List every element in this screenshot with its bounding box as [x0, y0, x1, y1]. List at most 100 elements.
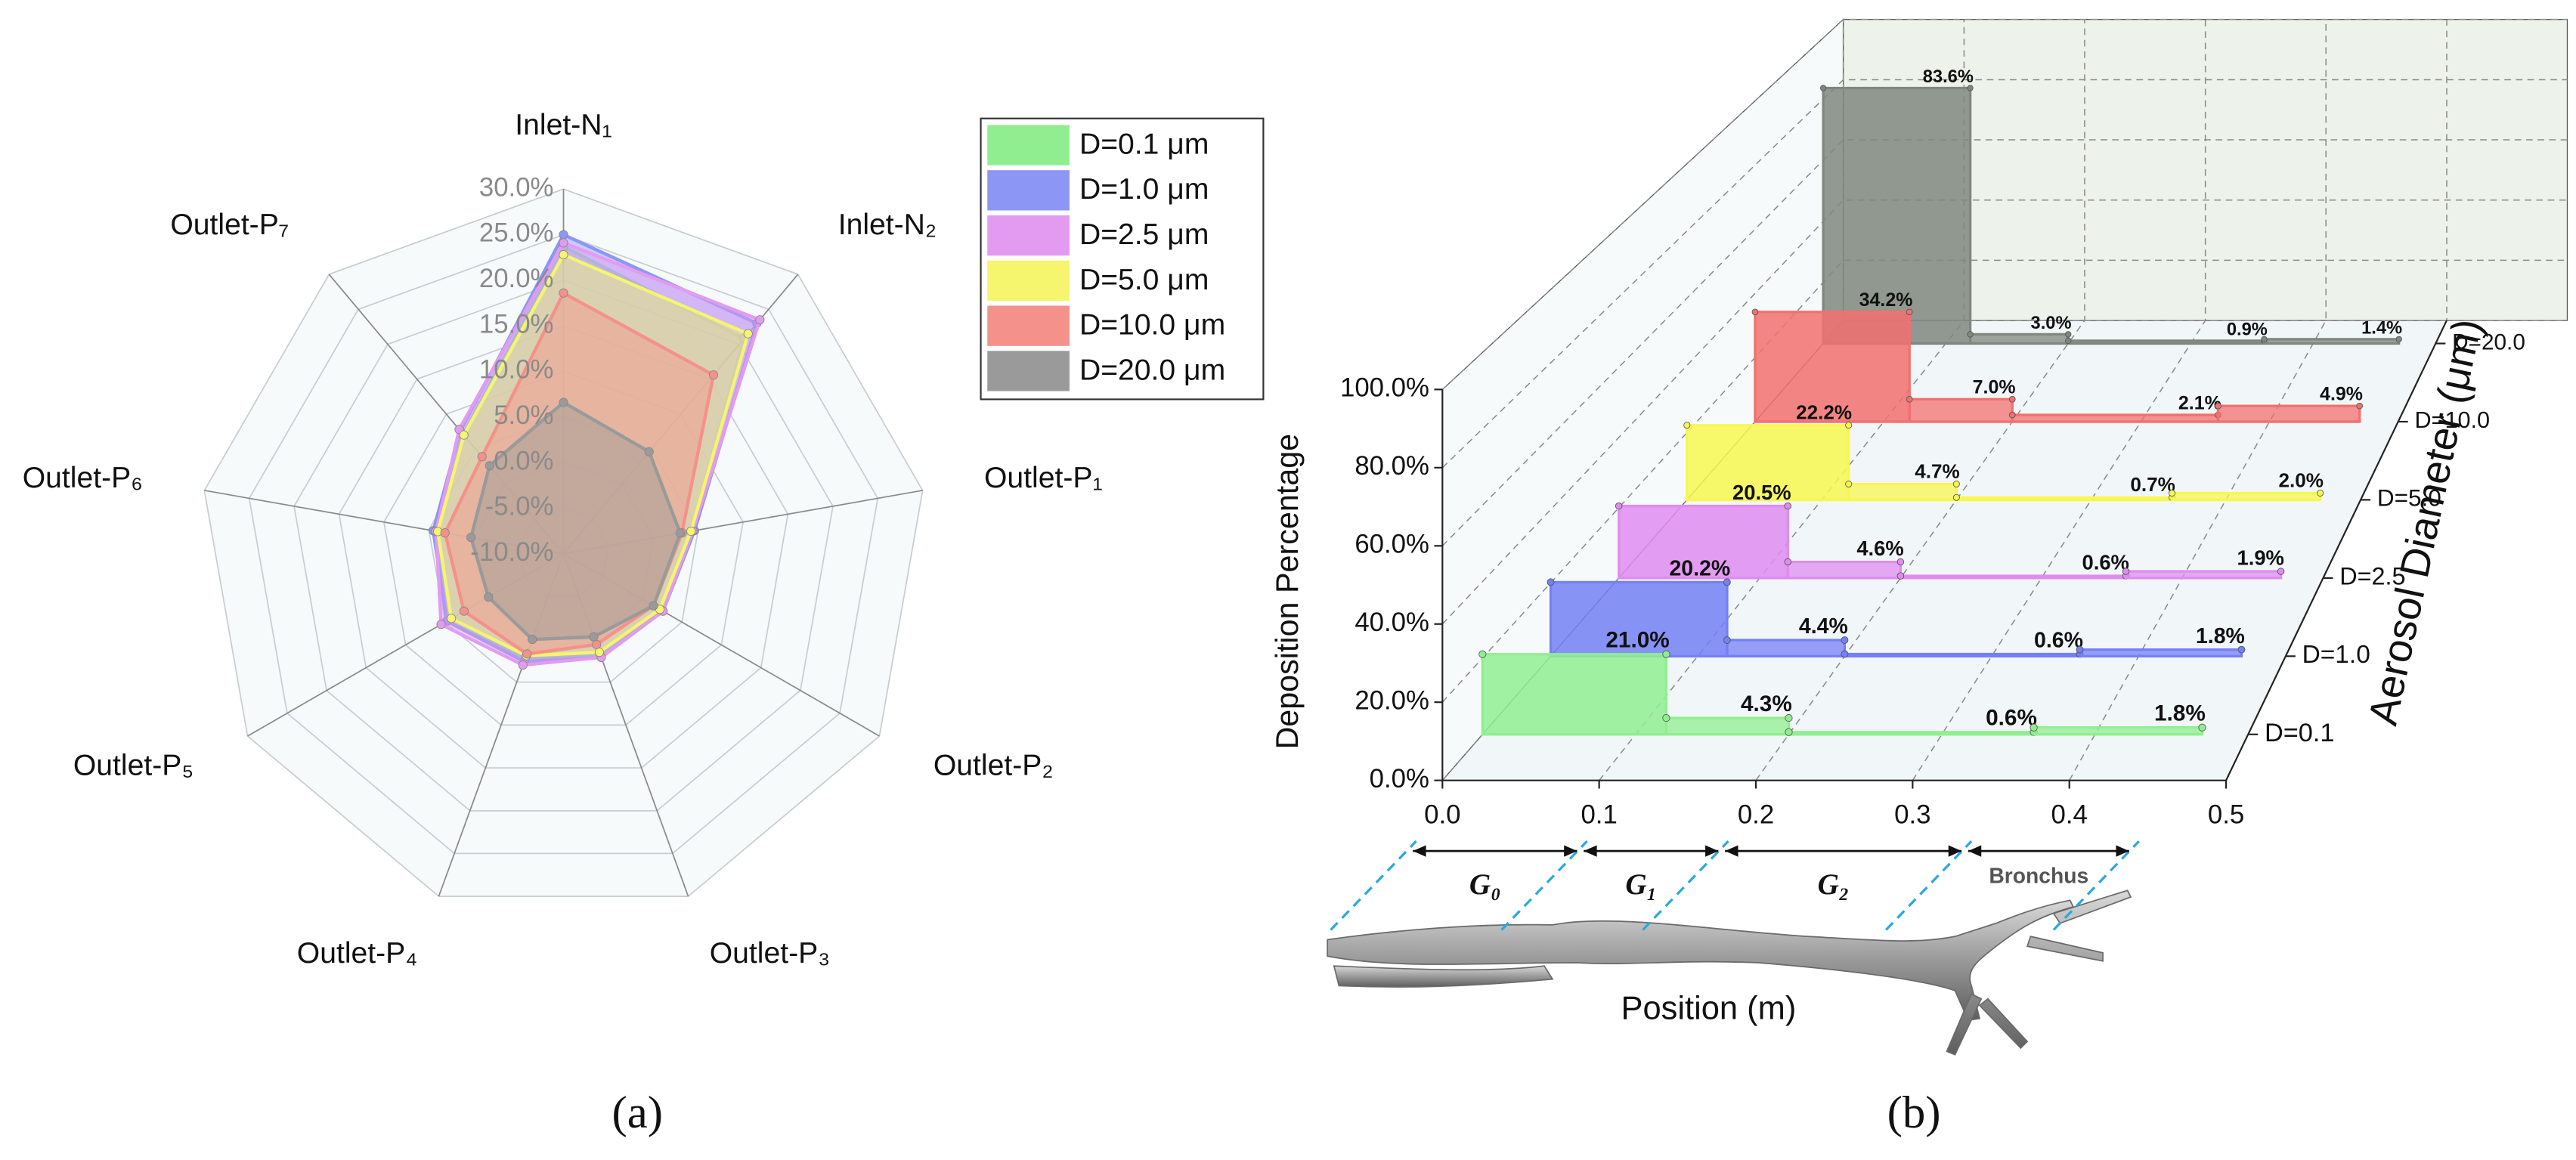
category-label: Outlet-P₃: [710, 937, 830, 970]
category-label: Outlet-P₅: [73, 750, 194, 782]
step-point: [2008, 395, 2016, 403]
step-point: [1952, 480, 1960, 488]
grid-ring: [248, 234, 879, 855]
value-label: 4.9%: [2320, 384, 2363, 405]
legend-label: D=0.1 μm: [1079, 128, 1209, 160]
value-label: 7.0%: [1973, 377, 2016, 398]
step-point: [2198, 723, 2206, 732]
value-label: 21.0%: [1605, 628, 1669, 653]
legend-label: D=20.0 μm: [1079, 354, 1225, 386]
step-point: [2076, 645, 2084, 654]
step3d-chart: 0.0% 20.0% 40.0% 60.0% 80.0% 100.0% 0.0 0.1 0.2 0…: [1270, 18, 2568, 1138]
y-tick-label: 40.0%: [1355, 608, 1429, 637]
step-point: [2065, 331, 2072, 338]
legend-swatch: [987, 215, 1070, 256]
category-label: Outlet-P₂: [933, 750, 1054, 782]
step-point: [1615, 502, 1623, 510]
step-point: [1906, 308, 1913, 316]
grid-line: [1912, 19, 2206, 781]
value-label: 4.6%: [1856, 537, 1903, 560]
step-point: [1896, 558, 1905, 566]
step-segment: [1726, 639, 1847, 657]
r-tick-label: -10.0%: [470, 538, 553, 567]
value-label: 20.5%: [1732, 481, 1791, 504]
r-tick-label: -5.0%: [485, 493, 554, 521]
step-segment: [1664, 716, 1791, 736]
radar-point: [447, 614, 457, 623]
step-point: [1683, 422, 1691, 429]
divider: [1330, 840, 1417, 931]
step-segment: [2124, 570, 2283, 580]
depth-tick-label: D=0.1: [2265, 719, 2335, 747]
step-point: [1841, 650, 1849, 658]
radar-point: [589, 632, 599, 642]
step-point: [1784, 502, 1792, 510]
value-label: 83.6%: [1923, 67, 1974, 87]
value-label: 3.0%: [2031, 314, 2072, 333]
radar-point: [485, 461, 494, 471]
x-tick-label: 0.1: [1581, 801, 1617, 830]
arrow-head: [1584, 845, 1597, 857]
grid-line: [2069, 19, 2327, 781]
step-point: [1896, 572, 1905, 580]
radar-point: [484, 592, 494, 602]
x-axis-label: Position (m): [1621, 990, 1797, 1026]
radar-point: [559, 397, 568, 407]
airway-illustration: [1327, 889, 2132, 1056]
legend-swatch: [987, 170, 1070, 211]
step-point: [2122, 568, 2130, 575]
y-tick-label: 60.0%: [1355, 530, 1429, 558]
step-point: [2168, 489, 2176, 497]
divider: [1884, 840, 1973, 931]
depth-tick-label: D=10.0: [2414, 407, 2490, 433]
depth-tick-label: D=5.0: [2377, 484, 2441, 512]
step-point: [1478, 650, 1487, 658]
step-point: [1723, 578, 1731, 586]
radar-point: [436, 620, 446, 629]
step-segment: [1899, 574, 2128, 580]
value-label: 34.2%: [1859, 289, 1913, 311]
category-label: Inlet-N₂: [838, 209, 937, 241]
value-label: 1.4%: [2361, 319, 2402, 339]
depth-axis: [2225, 320, 2448, 781]
step-point: [1841, 636, 1849, 644]
y-tick-label: 100.0%: [1340, 374, 1429, 403]
step-segment: [1847, 482, 1958, 502]
radar-point: [559, 230, 568, 240]
step-segment: [2078, 648, 2243, 657]
spoke: [438, 553, 565, 897]
step-point: [1819, 85, 1827, 91]
y-tick-label: 0.0%: [1370, 765, 1429, 793]
y-tick-label: 20.0%: [1355, 686, 1429, 715]
r-tick-label: 20.0%: [479, 264, 554, 293]
radar-point: [743, 329, 753, 339]
legend-label: D=2.5 μm: [1079, 218, 1209, 251]
grid-line: [1441, 139, 2568, 546]
radar-point: [708, 370, 719, 380]
segment-label: G₁: [1625, 868, 1657, 901]
arrow-head: [1564, 845, 1577, 857]
step-segment: [1969, 333, 2070, 345]
arrow-head: [2116, 845, 2129, 857]
floor: [1442, 320, 2447, 781]
divider: [1642, 840, 1729, 931]
value-label: 0.6%: [1986, 706, 2037, 731]
x-tick-label: 0.2: [1738, 801, 1774, 830]
spoke: [563, 552, 880, 737]
divider: [2052, 840, 2141, 931]
grid-ring: [428, 416, 699, 683]
category-label: Inlet-N₁: [515, 109, 611, 141]
value-label: 1.9%: [2237, 546, 2284, 570]
value-label: 22.2%: [1796, 401, 1852, 424]
radar-point: [522, 649, 532, 659]
step-point: [2317, 489, 2324, 497]
step-segment: [1908, 397, 2014, 423]
radar-point: [528, 634, 537, 645]
step-point: [1751, 308, 1759, 316]
arrow-head: [1725, 845, 1738, 857]
spoke: [563, 490, 923, 555]
step-point: [1662, 650, 1670, 658]
step-point: [1906, 395, 1913, 403]
arrow-head: [1705, 845, 1719, 857]
grid-ring: [293, 279, 834, 812]
